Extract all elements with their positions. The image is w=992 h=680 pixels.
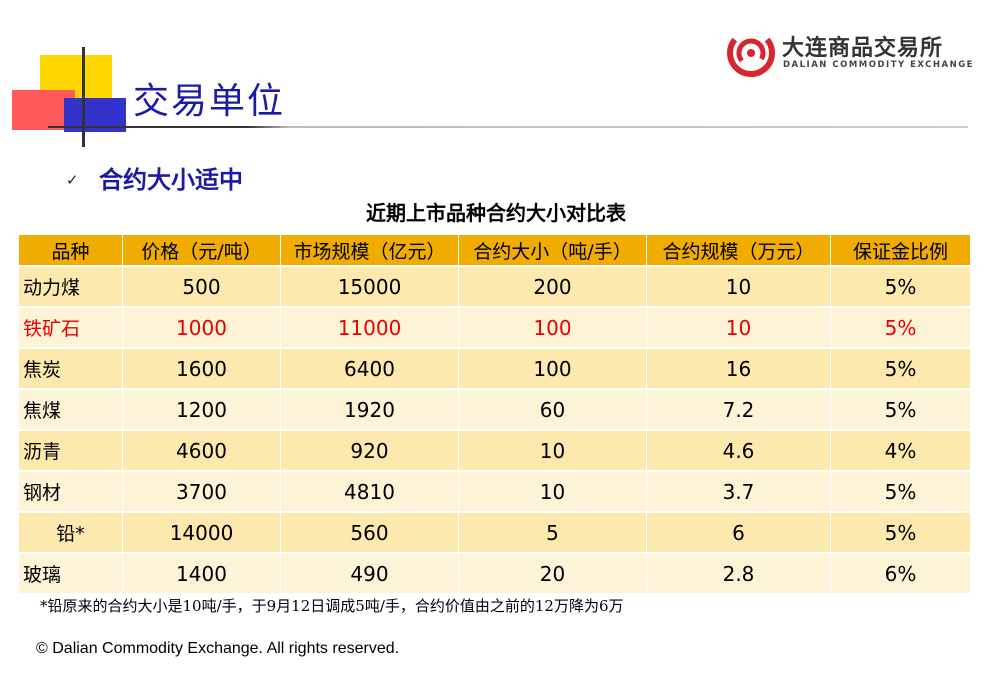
table-cell: 6% xyxy=(830,552,971,594)
table-row: 焦煤 1200 1920 60 7.2 5% xyxy=(18,388,971,431)
table-cell: 100 xyxy=(458,306,647,349)
table-row: 玻璃 1400 490 20 2.8 6% xyxy=(18,552,971,594)
comparison-table: 品种 价格（元/吨） 市场规模（亿元） 合约大小（吨/手） 合约规模（万元） 保… xyxy=(18,234,971,594)
table-cell: 14000 xyxy=(122,511,281,554)
column-header: 价格（元/吨） xyxy=(122,234,281,267)
column-header: 市场规模（亿元） xyxy=(280,234,459,267)
table-cell: 10 xyxy=(458,470,647,513)
decor-vertical-line xyxy=(82,47,85,147)
table-cell: 10 xyxy=(646,265,831,308)
table-cell: 1400 xyxy=(122,552,281,594)
table-cell: 沥青 xyxy=(18,429,123,472)
table-cell: 20 xyxy=(458,552,647,594)
table-cell: 5% xyxy=(830,306,971,349)
dce-logo-icon xyxy=(727,29,775,77)
checkmark-icon: ✓ xyxy=(66,171,79,189)
column-header: 保证金比例 xyxy=(830,234,971,267)
logo-name-en: DALIAN COMMODITY EXCHANGE xyxy=(783,60,974,70)
table-caption: 近期上市品种合约大小对比表 xyxy=(366,201,626,225)
table-cell: 16 xyxy=(646,347,831,390)
table-cell: 5% xyxy=(830,388,971,431)
logo-name-cn: 大连商品交易所 xyxy=(782,36,944,61)
table-row: 沥青 4600 920 10 4.6 4% xyxy=(18,429,971,472)
table-cell: 1200 xyxy=(122,388,281,431)
table-row: 钢材 3700 4810 10 3.7 5% xyxy=(18,470,971,513)
table-header-row: 品种 价格（元/吨） 市场规模（亿元） 合约大小（吨/手） 合约规模（万元） 保… xyxy=(18,234,971,267)
table-cell: 3700 xyxy=(122,470,281,513)
table-cell: 5% xyxy=(830,347,971,390)
table-cell: 4% xyxy=(830,429,971,472)
table-cell: 5% xyxy=(830,265,971,308)
table-row: 铅* 14000 560 5 6 5% xyxy=(18,511,971,554)
table-cell: 560 xyxy=(280,511,459,554)
table-cell: 920 xyxy=(280,429,459,472)
table-cell: 2.8 xyxy=(646,552,831,594)
table-row: 动力煤 500 15000 200 10 5% xyxy=(18,265,971,308)
table-cell: 5% xyxy=(830,470,971,513)
table-cell: 4.6 xyxy=(646,429,831,472)
title-underline xyxy=(48,126,968,128)
table-cell: 490 xyxy=(280,552,459,594)
table-cell: 4600 xyxy=(122,429,281,472)
table-cell: 5 xyxy=(458,511,647,554)
table-row-highlighted: 铁矿石 1000 11000 100 10 5% xyxy=(18,306,971,349)
table-cell: 钢材 xyxy=(18,470,123,513)
table-row: 焦炭 1600 6400 100 16 5% xyxy=(18,347,971,390)
bullet-text: 合约大小适中 xyxy=(99,166,243,194)
table-cell: 1000 xyxy=(122,306,281,349)
table-cell: 4810 xyxy=(280,470,459,513)
page-title: 交易单位 xyxy=(133,81,286,122)
table-cell: 1920 xyxy=(280,388,459,431)
table-cell: 玻璃 xyxy=(18,552,123,594)
column-header: 品种 xyxy=(18,234,123,267)
table-cell: 10 xyxy=(646,306,831,349)
logo: 大连商品交易所 DALIAN COMMODITY EXCHANGE xyxy=(726,28,973,80)
table-cell: 铅* xyxy=(18,511,123,554)
table-cell: 5% xyxy=(830,511,971,554)
table-cell: 100 xyxy=(458,347,647,390)
table-cell: 15000 xyxy=(280,265,459,308)
table-cell: 60 xyxy=(458,388,647,431)
table-cell: 3.7 xyxy=(646,470,831,513)
copyright: © Dalian Commodity Exchange. All rights … xyxy=(36,640,400,657)
table-cell: 动力煤 xyxy=(18,265,123,308)
column-header: 合约规模（万元） xyxy=(646,234,831,267)
table-cell: 6 xyxy=(646,511,831,554)
table-cell: 11000 xyxy=(280,306,459,349)
table-cell: 200 xyxy=(458,265,647,308)
footnote: *铅原来的合约大小是10吨/手，于9月12日调成5吨/手，合约价值由之前的12万… xyxy=(40,597,624,615)
table-cell: 500 xyxy=(122,265,281,308)
table-cell: 10 xyxy=(458,429,647,472)
table-cell: 1600 xyxy=(122,347,281,390)
table-cell: 焦炭 xyxy=(18,347,123,390)
column-header: 合约大小（吨/手） xyxy=(458,234,647,267)
table-cell: 6400 xyxy=(280,347,459,390)
table-cell: 7.2 xyxy=(646,388,831,431)
table-cell: 焦煤 xyxy=(18,388,123,431)
table-cell: 铁矿石 xyxy=(18,306,123,349)
